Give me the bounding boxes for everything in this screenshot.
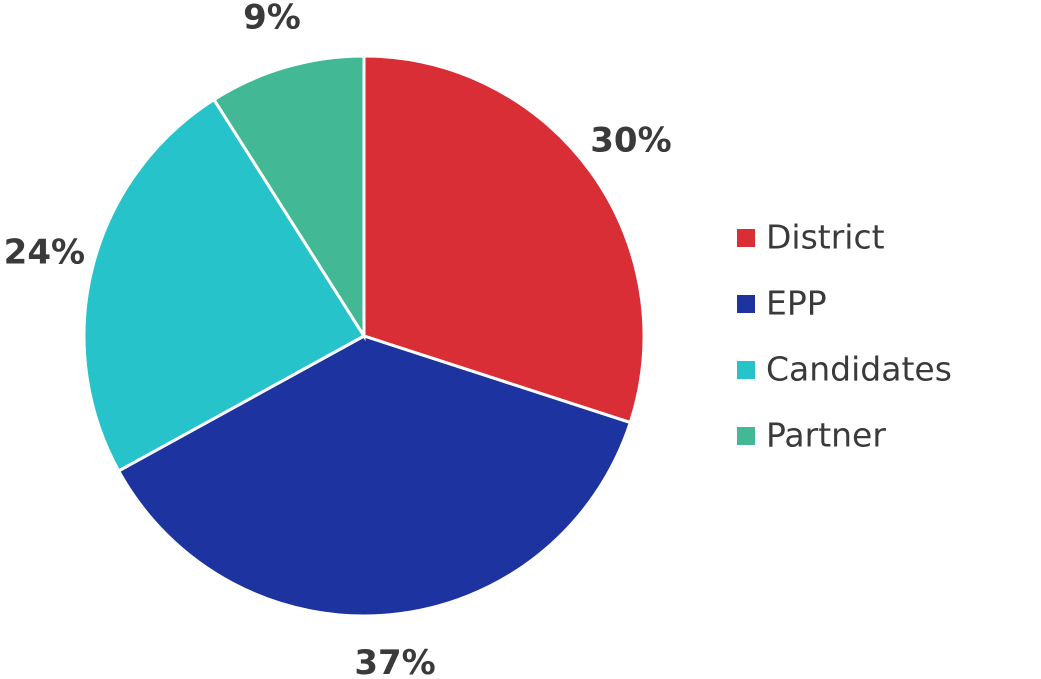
legend-swatch (737, 427, 755, 445)
pie-slice (82, 97, 367, 473)
legend-swatch (737, 361, 755, 379)
data-label: 24% (4, 232, 85, 272)
pie-slice (362, 54, 646, 425)
legend-label: Partner (766, 416, 886, 455)
legend-label: Candidates (766, 350, 952, 389)
pie-slice (211, 54, 366, 342)
legend-label: EPP (766, 284, 827, 323)
legend-swatch (737, 295, 755, 313)
pie-slice (116, 334, 633, 618)
legend-swatch (737, 229, 755, 247)
data-label: 30% (590, 121, 671, 161)
data-label: 37% (354, 643, 435, 679)
data-label: 9% (243, 0, 301, 38)
legend-label: District (766, 218, 885, 257)
